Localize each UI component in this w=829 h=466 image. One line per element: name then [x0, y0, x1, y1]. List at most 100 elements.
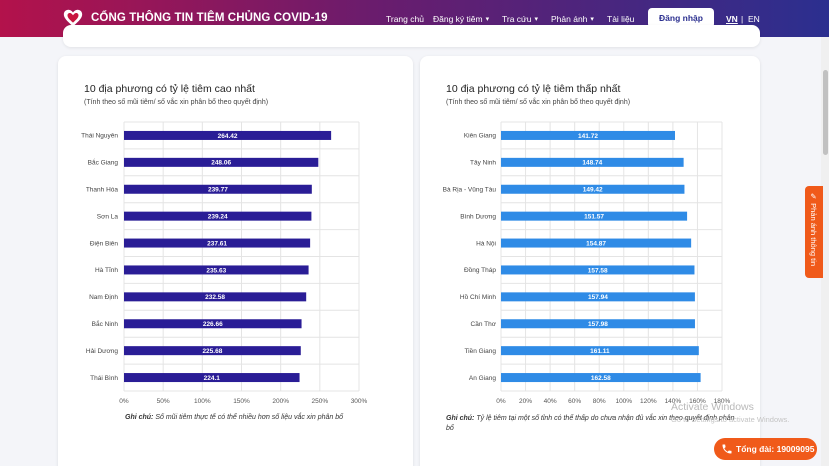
bar-value-label: 157.58: [588, 267, 608, 274]
note-text: Số mũi tiêm thực tế có thể nhiều hơn số …: [155, 414, 344, 421]
chart-note: Ghi chú: Tỷ lệ tiêm tại một số tỉnh có t…: [446, 414, 736, 434]
feedback-side-label[interactable]: ✎ Phản ánh thông tin: [809, 192, 818, 266]
category-label: Điện Biên: [90, 240, 119, 247]
note-text: Tỷ lệ tiêm tại một số tỉnh có thể thấp d…: [446, 415, 735, 432]
scrollbar-track[interactable]: [821, 37, 829, 466]
category-label: Hà Nội: [476, 240, 496, 247]
lang-separator: |: [741, 13, 744, 24]
x-tick-label: 300%: [351, 398, 368, 405]
nav-home[interactable]: Trang chủ: [386, 0, 424, 37]
x-tick-label: 180%: [714, 398, 731, 405]
edit-icon: ✎: [809, 192, 818, 204]
bar-value-label: 239.77: [208, 187, 228, 194]
bar: [124, 319, 302, 329]
category-label: Thái Nguyên: [81, 133, 118, 140]
category-label: Thái Bình: [90, 375, 118, 382]
watermark-subtitle: Go to Settings to activate Windows.: [671, 415, 790, 424]
bar: [501, 157, 684, 167]
bar-chart-highest: 0% 50% 100% 150% 200% 250% 300% Thái Nguyên 264.…: [81, 121, 368, 405]
x-tick-label: 100%: [615, 398, 632, 405]
bar-value-label: 161.11: [590, 348, 610, 355]
category-label: Bà Rịa - Vũng Tàu: [443, 186, 497, 193]
bar: [124, 211, 312, 221]
x-tick-label: 140%: [665, 398, 682, 405]
bar: [501, 238, 692, 248]
phone-icon: [722, 444, 732, 454]
watermark-title: Activate Windows: [671, 401, 754, 413]
brand-title[interactable]: CỔNG THÔNG TIN TIÊM CHỦNG COVID-19: [91, 12, 328, 24]
bar: [501, 373, 701, 383]
category-label: Cần Thơ: [471, 319, 497, 328]
x-tick-label: 40%: [544, 398, 557, 405]
feedback-side-button[interactable]: [805, 186, 823, 278]
bar-value-label: 149.42: [583, 187, 603, 194]
bar-value-label: 148.74: [582, 160, 602, 167]
category-label: Sơn La: [97, 213, 119, 220]
chevron-down-icon: ▾: [590, 15, 594, 23]
hotline-button[interactable]: Tổng đài: 19009095: [714, 438, 817, 460]
category-label: Bắc Giang: [88, 158, 119, 167]
chart-title: 10 địa phương có tỷ lệ tiêm cao nhất: [84, 83, 255, 95]
bar-value-label: 157.94: [588, 294, 608, 301]
x-tick-label: 0%: [496, 398, 506, 405]
category-label: Bình Dương: [460, 213, 496, 220]
bar: [124, 292, 307, 302]
nav-register[interactable]: Đăng ký tiêm ▾: [433, 0, 489, 37]
bar-value-label: 237.61: [207, 240, 227, 247]
bar: [501, 130, 676, 140]
bar-value-label: 157.98: [588, 321, 608, 328]
x-tick-label: 200%: [272, 398, 289, 405]
x-tick-label: 50%: [157, 398, 170, 405]
bar-value-label: 264.42: [218, 133, 238, 140]
bar-value-label: 162.58: [591, 375, 611, 382]
x-tick-label: 160%: [689, 398, 706, 405]
bar-value-label: 235.63: [206, 267, 226, 274]
chevron-down-icon: ▾: [534, 15, 538, 23]
nav-feedback[interactable]: Phản ánh ▾: [551, 0, 594, 37]
nav-register-label: Đăng ký tiêm: [433, 13, 483, 24]
x-tick-label: 80%: [593, 398, 606, 405]
previous-card: [63, 25, 760, 47]
scrollbar-thumb[interactable]: [823, 70, 828, 155]
x-tick-label: 60%: [568, 398, 581, 405]
bar-value-label: 239.24: [208, 213, 228, 220]
note-label: Ghi chú:: [125, 414, 154, 421]
note-label: Ghi chú:: [446, 415, 475, 422]
x-tick-label: 20%: [519, 398, 532, 405]
bar-value-label: 151.57: [584, 213, 604, 220]
category-label: Hồ Chí Minh: [460, 292, 497, 301]
category-label: Tiền Giang: [464, 346, 496, 355]
login-button[interactable]: Đăng nhập: [648, 8, 714, 28]
category-label: Tây Ninh: [470, 160, 496, 167]
chart-title: 10 địa phương có tỷ lệ tiêm thấp nhất: [446, 83, 621, 95]
bar-value-label: 141.72: [578, 133, 598, 140]
category-label: Hà Tĩnh: [95, 267, 118, 274]
bar-value-label: 154.87: [586, 240, 606, 247]
x-tick-label: 120%: [640, 398, 657, 405]
category-label: Nam Định: [89, 294, 118, 301]
bar-value-label: 226.66: [203, 321, 223, 328]
nav-lookup[interactable]: Tra cứu ▾: [502, 0, 538, 37]
x-tick-label: 0%: [119, 398, 129, 405]
nav-home-label: Trang chủ: [386, 13, 424, 24]
feedback-label-text: Phản ánh thông tin: [809, 203, 818, 267]
chart-subtitle: (Tính theo số mũi tiêm/ số vắc xin phân …: [84, 99, 269, 106]
heart-logo-icon[interactable]: [62, 7, 84, 29]
x-tick-label: 250%: [312, 398, 329, 405]
category-label: Đồng Tháp: [464, 265, 496, 274]
nav-lookup-label: Tra cứu: [502, 13, 532, 24]
bar-value-label: 232.58: [205, 294, 225, 301]
chart-note: Ghi chú: Số mũi tiêm thực tế có thể nhiề…: [125, 414, 395, 421]
category-label: Hải Dương: [86, 348, 118, 355]
chevron-down-icon: ▾: [485, 15, 490, 23]
bar: [501, 292, 695, 302]
lang-vn-link[interactable]: VN: [726, 13, 738, 24]
bar: [501, 211, 688, 221]
bar: [124, 265, 309, 275]
lang-en-link[interactable]: EN: [748, 13, 760, 24]
chart-card-highest: 10 địa phương có tỷ lệ tiêm cao nhất (Tí…: [58, 56, 413, 466]
category-label: Thanh Hóa: [86, 186, 119, 193]
bar-value-label: 225.68: [202, 348, 222, 355]
nav-documents[interactable]: Tài liệu: [607, 0, 634, 37]
bar: [124, 184, 312, 194]
